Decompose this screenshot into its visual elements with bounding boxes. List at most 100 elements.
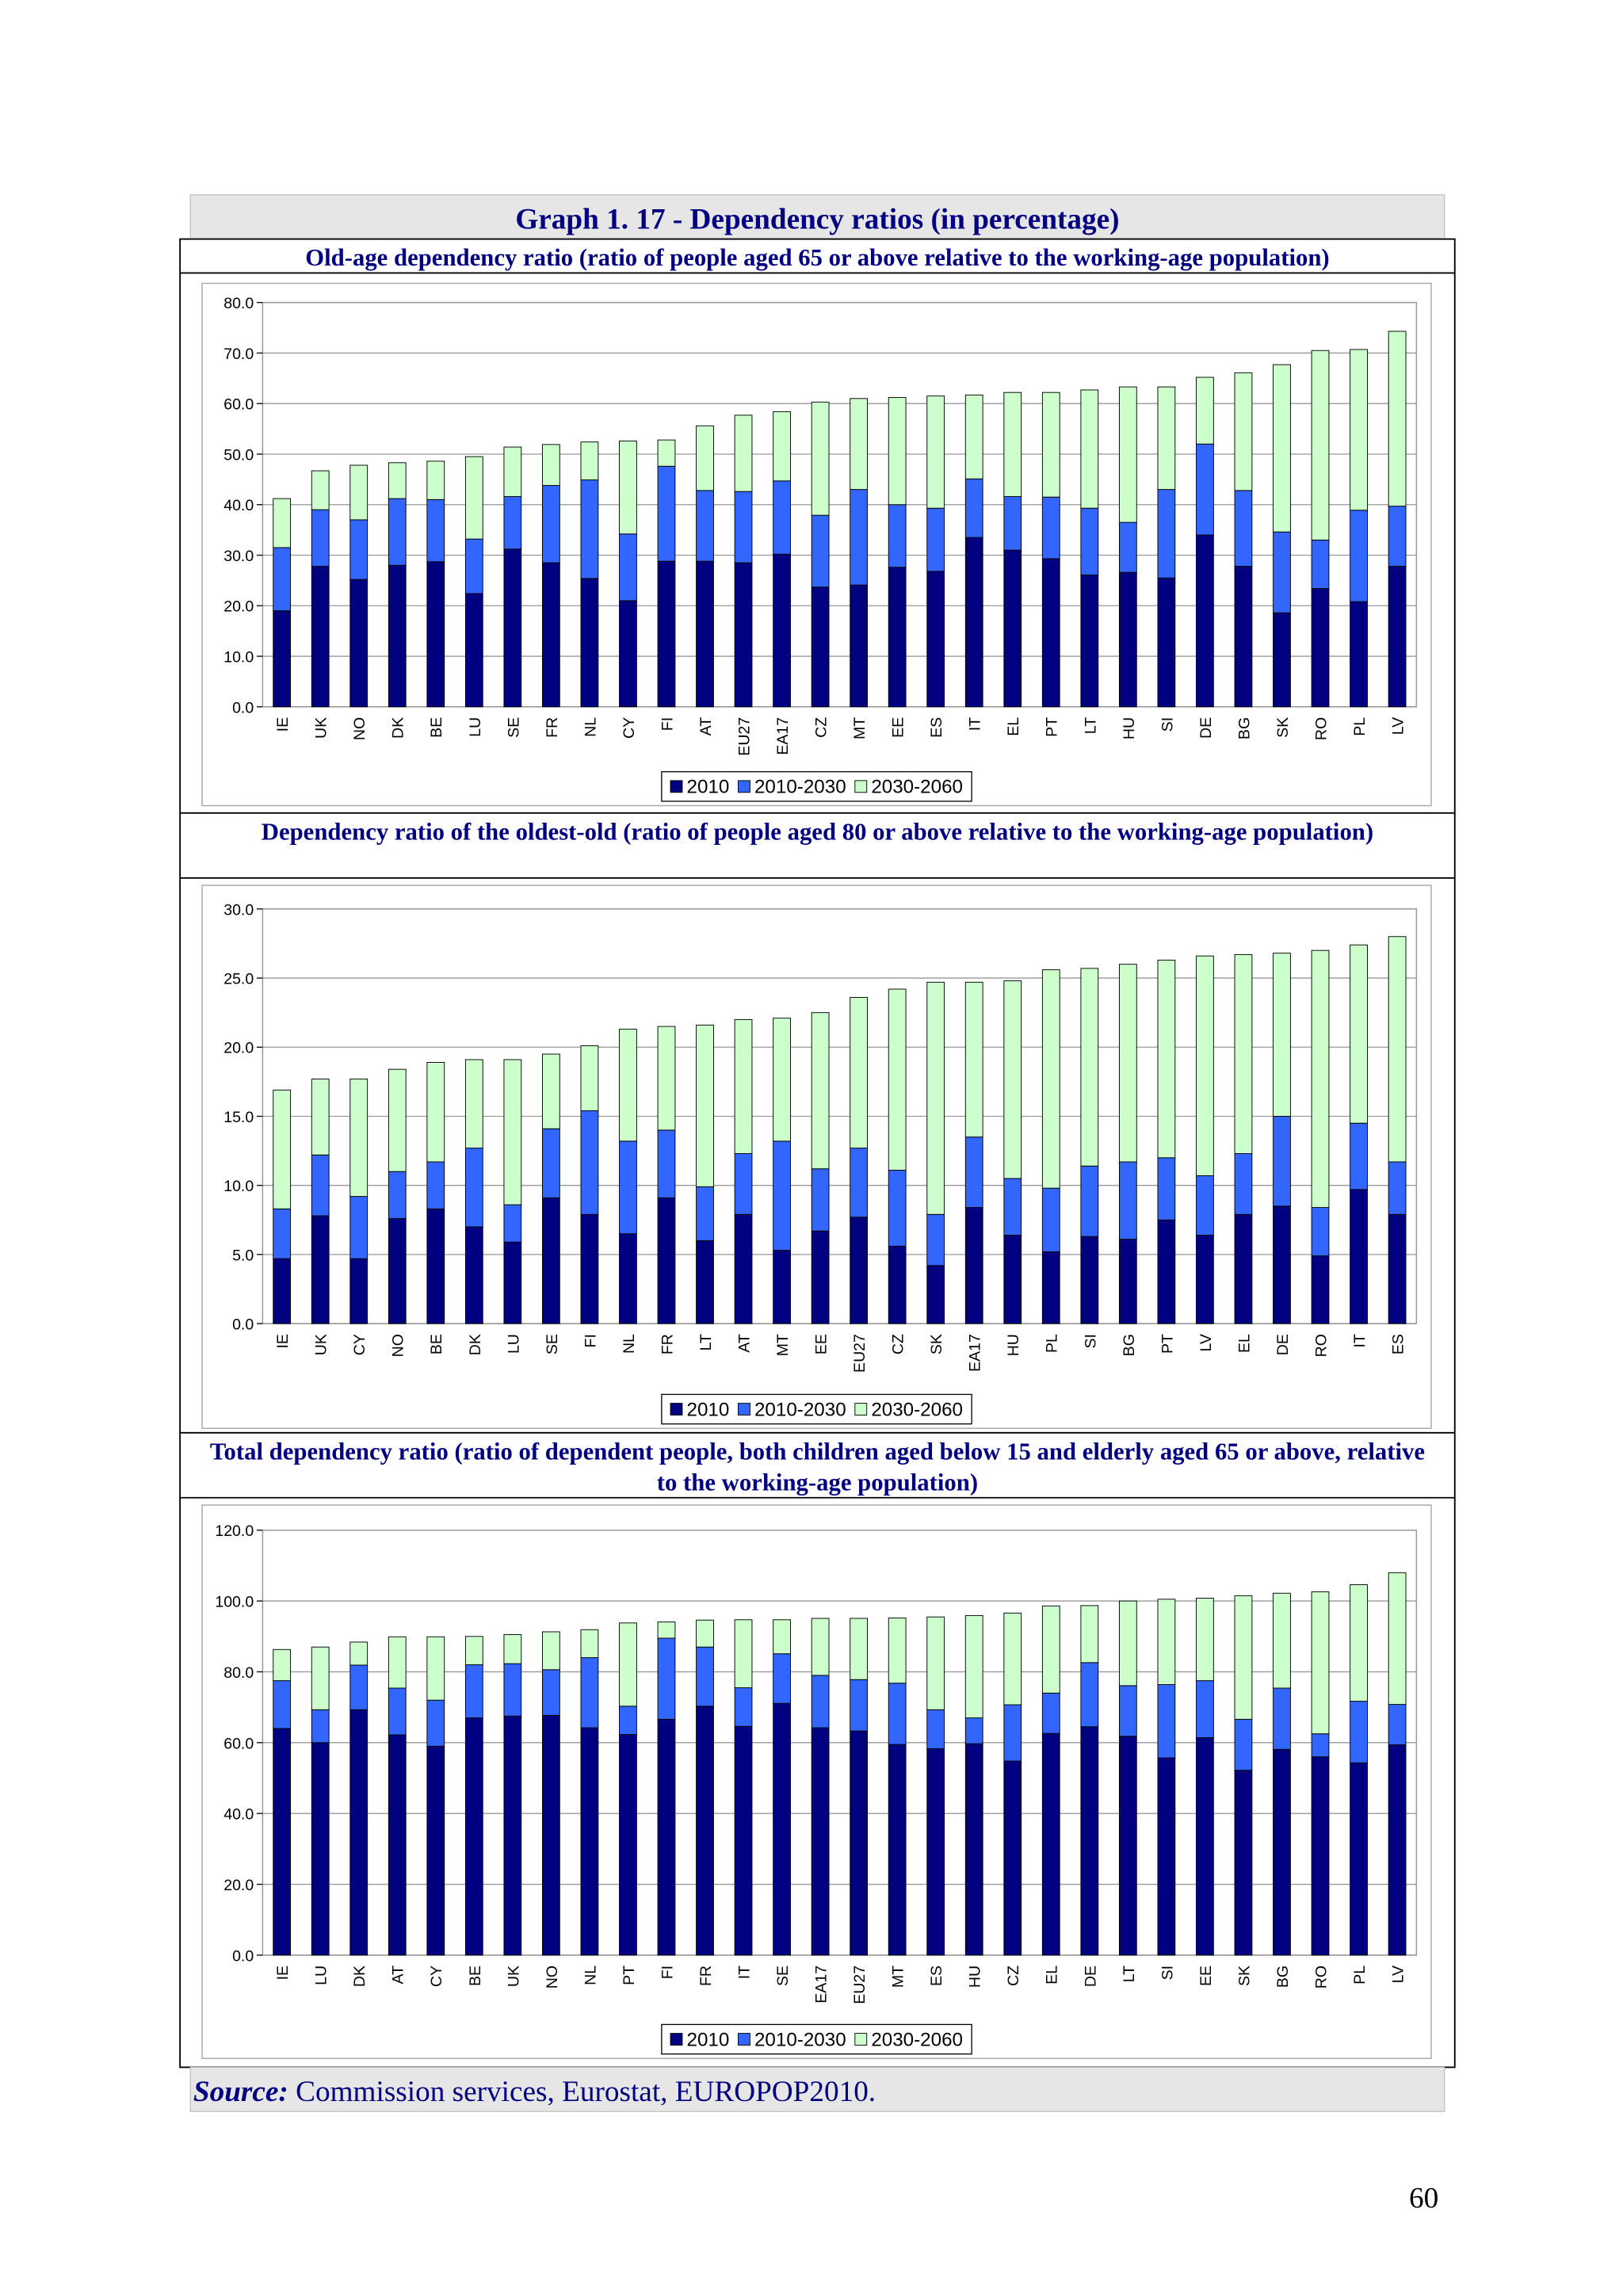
x-tick-label: AT: [390, 1966, 407, 1985]
bar-segment: [388, 1687, 407, 1736]
bar-segment: [1350, 1584, 1368, 1702]
x-tick-label: NO: [390, 1334, 407, 1357]
bar-segment: [1311, 1733, 1330, 1758]
bar-segment: [1234, 1595, 1253, 1720]
bar-segment: [734, 491, 753, 563]
x-tick-label: RO: [1312, 1966, 1330, 1988]
bar-segment: [273, 1089, 292, 1209]
bar-segment: [926, 1265, 945, 1324]
y-tick-label: 20.0: [223, 1040, 254, 1057]
legend-label: 2010: [687, 2029, 730, 2050]
bar-segment: [542, 562, 560, 708]
bar-segment: [696, 1646, 714, 1707]
bar-segment: [888, 1683, 907, 1745]
bar-segment: [1080, 389, 1099, 509]
bar-segment: [888, 1744, 907, 1956]
bar-segment: [811, 1618, 830, 1676]
bar-segment: [1234, 566, 1253, 708]
bar-segment: [1388, 936, 1407, 1163]
bar-segment: [1003, 549, 1022, 708]
bar-segment: [273, 547, 292, 612]
bar-segment: [426, 1161, 445, 1209]
bar-segment: [1350, 1701, 1368, 1763]
bar-segment: [1196, 955, 1214, 1176]
bar-segment: [503, 1634, 522, 1664]
bar-segment: [1196, 376, 1214, 445]
legend-box: [661, 1393, 972, 1425]
bar-segment: [888, 1170, 907, 1247]
bar-segment: [696, 425, 714, 491]
x-tick-label: NL: [621, 1334, 638, 1354]
bar-segment: [811, 514, 830, 588]
bar-segment: [1041, 392, 1060, 498]
bar-segment: [657, 1129, 676, 1198]
bar-segment: [388, 1734, 407, 1956]
bar-segment: [619, 1706, 637, 1736]
bar-segment: [464, 1636, 483, 1665]
bar-segment: [426, 1208, 445, 1324]
y-tick-label: 80.0: [223, 295, 254, 312]
legend-label: 2010-2030: [754, 2029, 846, 2050]
x-tick-label: CY: [351, 1334, 369, 1355]
source-text: Commission services, Eurostat, EUROPOP20…: [296, 2076, 876, 2108]
bar-segment: [1157, 386, 1176, 491]
bar-segment: [426, 1061, 445, 1163]
x-tick-label: BE: [428, 717, 445, 738]
y-tick-label: 40.0: [223, 1806, 254, 1824]
x-tick-label: HU: [967, 1966, 984, 1988]
x-tick-label: HU: [1121, 717, 1138, 739]
bar-segment: [388, 1636, 407, 1689]
bar-segment: [503, 1204, 522, 1243]
bar-segment: [273, 1728, 292, 1956]
bar-segment: [273, 1258, 292, 1324]
bar-segment: [696, 1186, 714, 1241]
bar-segment: [1041, 1733, 1060, 1956]
bar-segment: [1311, 1756, 1330, 1956]
bar-segment: [811, 1727, 830, 1956]
bar-segment: [464, 1148, 483, 1228]
bar-segment: [850, 1148, 869, 1218]
bar-segment: [773, 553, 791, 708]
bar-segment: [273, 498, 292, 548]
bar-segment: [349, 1709, 369, 1956]
bar-segment: [464, 456, 483, 540]
bar-segment: [1311, 539, 1330, 590]
x-tick-label: EU27: [851, 1966, 869, 2004]
bar-segment: [273, 1208, 292, 1259]
chart-subtitle: Dependency ratio of the oldest-old (rati…: [261, 817, 1374, 846]
bar-segment: [926, 981, 945, 1215]
legend-swatch: [854, 2033, 868, 2046]
legend: 2010 2010-2030 2030-2060: [661, 771, 972, 802]
x-tick-label: EL: [1044, 1966, 1061, 1985]
bar-segment: [657, 1637, 676, 1720]
y-tick-label: 15.0: [223, 1109, 254, 1126]
bar-segment: [1118, 1239, 1137, 1324]
bar-segment: [1041, 1605, 1060, 1694]
bar-segment: [1234, 1153, 1253, 1215]
bar-segment: [734, 1619, 753, 1689]
source-banner: [189, 2066, 1445, 2112]
x-tick-label: SK: [928, 1334, 945, 1354]
bar-segment: [619, 1140, 637, 1235]
bar-segment: [349, 1258, 369, 1324]
x-tick-label: BG: [1274, 1966, 1292, 1988]
legend-label: 2010-2030: [754, 1399, 846, 1420]
bar-segment: [888, 1245, 907, 1324]
bar-segment: [773, 1653, 791, 1704]
x-tick-label: FR: [659, 1334, 676, 1354]
bar-segment: [388, 462, 407, 499]
y-tick-label: 80.0: [223, 1664, 254, 1682]
x-tick-label: SK: [1274, 717, 1292, 738]
bar-segment: [811, 1012, 830, 1170]
bar-segment: [311, 1646, 330, 1710]
x-tick-label: LT: [697, 1334, 715, 1350]
bar-segment: [1003, 1178, 1022, 1236]
y-tick-label: 120.0: [215, 1522, 254, 1540]
bar-segment: [349, 1664, 369, 1710]
y-tick-label: 25.0: [223, 971, 254, 988]
bar-segment: [773, 411, 791, 482]
x-tick-label: SE: [505, 717, 522, 738]
bar-segment: [1234, 953, 1253, 1155]
bar-segment: [1196, 1175, 1214, 1236]
subtitle-box: Old-age dependency ratio (ratio of peopl…: [305, 243, 1329, 271]
